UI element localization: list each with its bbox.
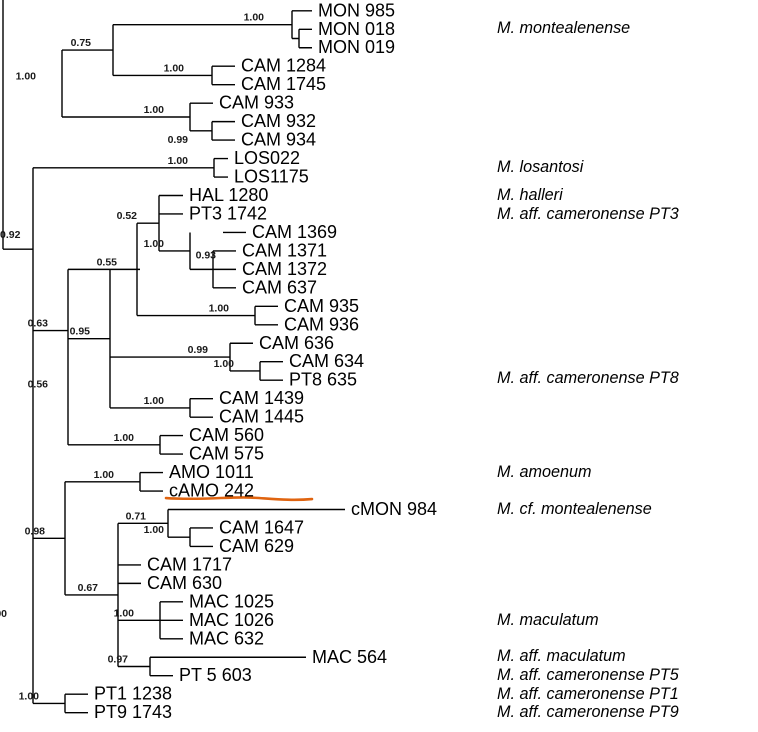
svg-text:PT1 1238: PT1 1238 xyxy=(94,684,172,704)
svg-text:0.56: 0.56 xyxy=(28,379,49,391)
svg-text:M. aff. maculatum: M. aff. maculatum xyxy=(497,647,626,665)
svg-text:1.00: 1.00 xyxy=(168,155,189,167)
svg-text:LOS1175: LOS1175 xyxy=(234,167,309,187)
svg-text:0.55: 0.55 xyxy=(97,256,118,268)
svg-text:0.75: 0.75 xyxy=(71,37,92,49)
svg-text:CAM 630: CAM 630 xyxy=(147,573,222,593)
svg-text:1.00: 1.00 xyxy=(19,690,40,702)
svg-text:M. aff. cameronense PT3: M. aff. cameronense PT3 xyxy=(497,205,679,223)
svg-text:M. losantosi: M. losantosi xyxy=(497,158,584,176)
svg-text:M. maculatum: M. maculatum xyxy=(497,611,599,629)
svg-text:CAM 1745: CAM 1745 xyxy=(241,74,326,94)
svg-text:CAM 1445: CAM 1445 xyxy=(219,407,304,427)
svg-text:MAC 1026: MAC 1026 xyxy=(189,610,274,630)
svg-text:PT8 635: PT8 635 xyxy=(289,370,357,390)
svg-text:MAC 564: MAC 564 xyxy=(312,647,387,667)
svg-text:CAM 637: CAM 637 xyxy=(242,277,317,297)
svg-text:1.00: 1.00 xyxy=(114,607,135,619)
svg-text:PT 5 603: PT 5 603 xyxy=(179,665,252,685)
svg-text:PT3 1742: PT3 1742 xyxy=(189,204,267,224)
svg-text:HAL 1280: HAL 1280 xyxy=(189,185,268,205)
svg-text:M. cf. montealenense: M. cf. montealenense xyxy=(497,500,652,518)
svg-text:1.00: 1.00 xyxy=(144,395,165,407)
svg-text:CAM 933: CAM 933 xyxy=(219,93,294,113)
svg-text:1.00: 1.00 xyxy=(94,469,115,481)
svg-text:1.00: 1.00 xyxy=(164,62,185,74)
svg-text:CAM 1439: CAM 1439 xyxy=(219,388,304,408)
svg-text:M. amoenum: M. amoenum xyxy=(497,463,591,481)
svg-text:AMO 1011: AMO 1011 xyxy=(169,462,254,482)
svg-text:0.99: 0.99 xyxy=(168,134,189,146)
svg-text:0.71: 0.71 xyxy=(126,510,147,522)
svg-text:CAM 1369: CAM 1369 xyxy=(252,222,337,242)
svg-text:1.00: 1.00 xyxy=(244,12,265,24)
svg-text:0.93: 0.93 xyxy=(196,249,217,261)
svg-text:M. aff. cameronense PT1: M. aff. cameronense PT1 xyxy=(497,685,679,703)
svg-text:CAM 935: CAM 935 xyxy=(284,296,359,316)
svg-text:cAMO 242: cAMO 242 xyxy=(169,481,254,501)
svg-text:CAM 1284: CAM 1284 xyxy=(241,56,326,76)
svg-text:M. montealenense: M. montealenense xyxy=(497,19,630,37)
svg-text:M. halleri: M. halleri xyxy=(497,186,563,204)
svg-text:MAC 632: MAC 632 xyxy=(189,628,264,648)
svg-text:CAM 934: CAM 934 xyxy=(241,130,316,150)
svg-text:0.92: 0.92 xyxy=(0,229,21,241)
svg-text:CAM 932: CAM 932 xyxy=(241,111,316,131)
svg-text:CAM 936: CAM 936 xyxy=(284,314,359,334)
svg-text:MON 985: MON 985 xyxy=(318,0,395,20)
svg-text:CAM 1372: CAM 1372 xyxy=(242,259,327,279)
svg-text:CAM 1717: CAM 1717 xyxy=(147,554,232,574)
svg-text:M. aff. cameronense PT5: M. aff. cameronense PT5 xyxy=(497,666,680,684)
svg-text:M. aff. cameronense PT9: M. aff. cameronense PT9 xyxy=(497,703,679,721)
svg-text:0.52: 0.52 xyxy=(117,210,138,222)
svg-text:CAM 629: CAM 629 xyxy=(219,536,294,556)
svg-text:1.00: 1.00 xyxy=(144,104,165,116)
svg-text:1.00: 1.00 xyxy=(16,71,37,83)
svg-text:1.00: 1.00 xyxy=(144,524,165,536)
svg-text:0.67: 0.67 xyxy=(78,582,99,594)
svg-text:0.99: 0.99 xyxy=(188,344,209,356)
svg-text:PT9 1743: PT9 1743 xyxy=(94,702,172,722)
svg-text:M. aff. cameronense PT8: M. aff. cameronense PT8 xyxy=(497,369,679,387)
svg-text:MAC 1025: MAC 1025 xyxy=(189,591,274,611)
svg-text:CAM 1371: CAM 1371 xyxy=(242,240,327,260)
svg-text:0.98: 0.98 xyxy=(25,525,46,537)
svg-text:1.00: 1.00 xyxy=(209,303,230,315)
svg-text:MON 019: MON 019 xyxy=(318,37,395,57)
svg-text:CAM 560: CAM 560 xyxy=(189,425,264,445)
svg-text:0.95: 0.95 xyxy=(70,326,91,338)
svg-text:1.00: 1.00 xyxy=(214,358,235,370)
svg-text:1.00: 1.00 xyxy=(144,238,165,250)
svg-text:MON 018: MON 018 xyxy=(318,19,395,39)
svg-text:LOS022: LOS022 xyxy=(234,148,300,168)
svg-text:0.63: 0.63 xyxy=(28,318,49,330)
svg-text:CAM 1647: CAM 1647 xyxy=(219,518,304,538)
svg-text:CAM 575: CAM 575 xyxy=(189,444,264,464)
svg-text:cMON 984: cMON 984 xyxy=(351,499,437,519)
svg-text:CAM 634: CAM 634 xyxy=(289,351,364,371)
svg-text:0.97: 0.97 xyxy=(108,654,129,666)
svg-text:1.00: 1.00 xyxy=(114,432,135,444)
svg-text:CAM 636: CAM 636 xyxy=(259,333,334,353)
svg-text:1.00: 1.00 xyxy=(0,608,7,620)
